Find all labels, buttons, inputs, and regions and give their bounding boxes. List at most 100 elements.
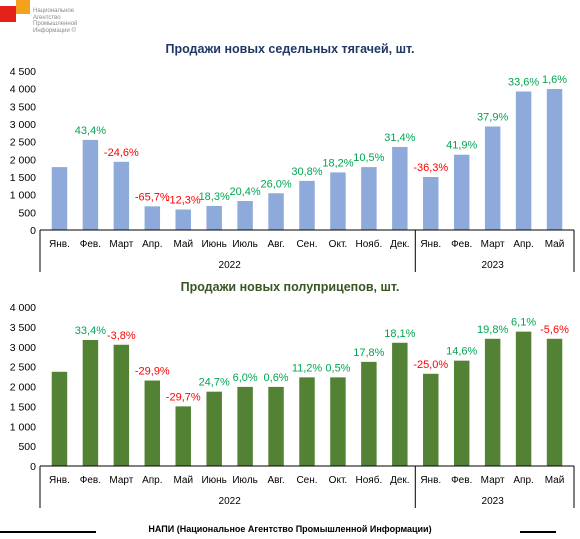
bar [113, 344, 130, 466]
bar [423, 373, 439, 466]
bar [113, 161, 130, 230]
y-tick-label: 3 000 [10, 119, 36, 131]
bar [330, 172, 346, 230]
bar [361, 361, 377, 466]
x-tick-label: Окт. [329, 475, 348, 486]
y-tick-label: 1 000 [10, 421, 36, 433]
y-tick-label: 1 500 [10, 401, 36, 413]
x-tick-label: Май [173, 475, 193, 486]
x-tick-label: Янв. [420, 239, 441, 250]
group-label: 2023 [482, 260, 505, 271]
data-label: 33,6% [508, 76, 539, 88]
x-tick-label: Май [545, 475, 565, 486]
bar [51, 167, 68, 230]
y-tick-label: 3 500 [10, 101, 36, 113]
data-label: 18,3% [199, 191, 230, 203]
bar [392, 342, 408, 466]
data-label: -5,6% [540, 324, 569, 336]
footer-divider-right [520, 531, 556, 533]
bar [144, 206, 161, 230]
data-label: 30,8% [291, 166, 322, 178]
data-label: 43,4% [75, 125, 106, 137]
bar [268, 386, 284, 466]
bar [453, 154, 470, 230]
bar [82, 139, 99, 230]
brand-logo: Национальное Агентство Промышленной Инфо… [0, 0, 80, 40]
chart-title-tractors: Продажи новых седельных тягачей, шт. [165, 42, 415, 56]
data-label: 17,8% [353, 347, 384, 359]
x-tick-label: Фев. [451, 239, 472, 250]
y-tick-label: 4 500 [10, 66, 36, 78]
y-tick-label: 1 000 [10, 190, 36, 202]
bar [546, 89, 563, 231]
x-tick-label: Нояб. [356, 238, 383, 250]
data-label: 20,4% [230, 186, 261, 198]
data-label: 33,4% [75, 325, 106, 337]
y-tick-label: 2 000 [10, 382, 36, 394]
y-tick-label: 4 000 [10, 302, 36, 314]
bar [361, 167, 377, 230]
data-label: 11,2% [292, 362, 323, 374]
data-label: 19,8% [477, 324, 508, 336]
bar [237, 201, 253, 230]
logo-text: Национальное Агентство Промышленной Инфо… [33, 8, 78, 34]
x-tick-label: Сен. [296, 475, 317, 486]
bar [299, 180, 315, 230]
bar [423, 177, 439, 230]
group-label: 2022 [219, 260, 242, 271]
bar [237, 386, 253, 466]
x-tick-label: Июль [232, 475, 258, 486]
x-tick-label: Март [481, 239, 505, 250]
x-tick-label: Фев. [80, 475, 101, 486]
data-label: -3,8% [107, 330, 136, 342]
data-label: -25,0% [413, 359, 448, 371]
y-tick-label: 3 500 [10, 322, 36, 334]
logo-red-square [0, 6, 16, 22]
x-tick-label: Апр. [142, 475, 162, 486]
data-label: 24,7% [199, 377, 230, 389]
logo-orange-square [16, 0, 30, 14]
bar [82, 339, 99, 466]
data-label: 6,1% [511, 317, 536, 329]
y-tick-label: 1 500 [10, 172, 36, 184]
x-tick-label: Окт. [329, 239, 348, 250]
bar [392, 146, 408, 230]
bar [484, 338, 501, 466]
x-tick-label: Авг. [267, 475, 284, 486]
data-label: -24,6% [104, 147, 139, 159]
data-label: 10,5% [353, 152, 384, 164]
bar [515, 91, 532, 230]
data-label: 6,0% [233, 372, 258, 384]
x-tick-label: Янв. [420, 475, 441, 486]
x-tick-label: Дек. [390, 475, 410, 486]
data-label: 14,6% [446, 346, 477, 358]
data-label: 26,0% [260, 178, 291, 190]
chart-tractors: 0 500 1 000 1 500 2 000 2 500 3 000 3 500 4 000 4… [10, 66, 575, 272]
data-label: 0,6% [264, 372, 289, 384]
x-tick-label: Июль [232, 239, 258, 250]
y-tick-label: 500 [18, 207, 36, 219]
bar [206, 205, 222, 230]
data-label: -36,3% [413, 162, 448, 174]
x-tick-label: Янв. [49, 475, 70, 486]
x-tick-label: Март [481, 475, 505, 486]
data-label: 41,9% [446, 140, 477, 152]
bar [268, 193, 284, 230]
bar [51, 371, 68, 466]
x-tick-label: Сен. [296, 239, 317, 250]
x-tick-label: Апр. [142, 239, 162, 250]
footer-divider-left [0, 531, 96, 533]
x-tick-label: Нояб. [356, 474, 383, 486]
bar [175, 406, 191, 466]
x-tick-label: Дек. [390, 239, 410, 250]
group-label: 2023 [482, 496, 505, 507]
y-tick-label: 2 500 [10, 137, 36, 149]
bar [453, 360, 470, 466]
bar [206, 391, 222, 466]
x-tick-label: Июнь [201, 475, 226, 486]
x-tick-label: Фев. [451, 475, 472, 486]
bar [299, 377, 315, 466]
y-tick-label: 2 500 [10, 362, 36, 374]
data-label: -29,7% [166, 391, 201, 403]
